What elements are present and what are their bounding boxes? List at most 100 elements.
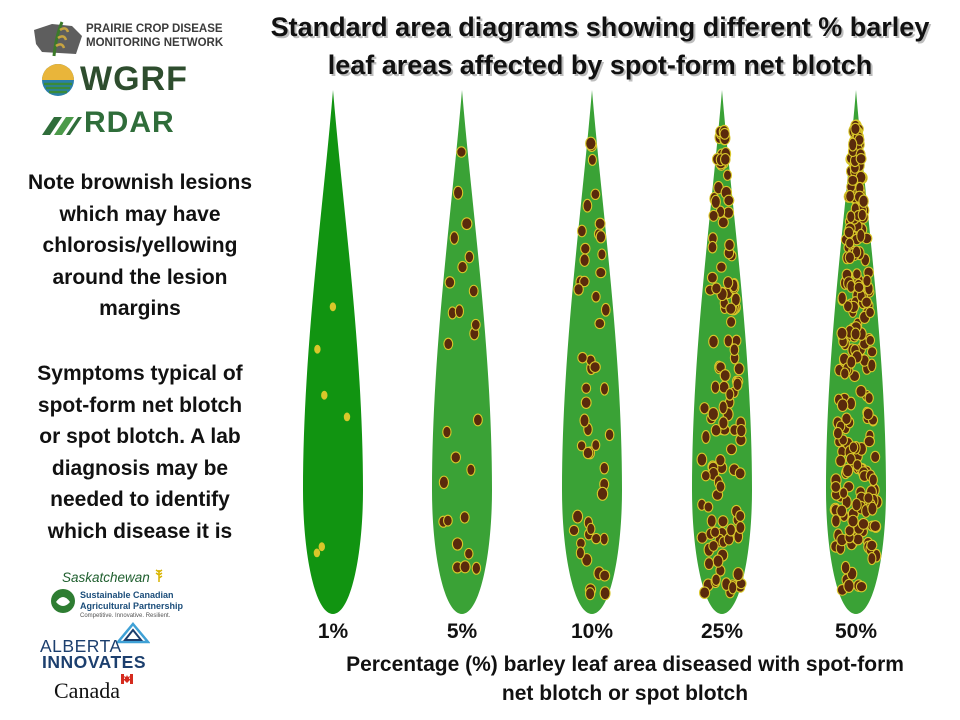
lesion: [858, 194, 869, 208]
lesion: [840, 367, 850, 380]
alberta-innovates-triangle-icon: [116, 622, 150, 644]
lesion: [572, 509, 584, 524]
lesion: [719, 153, 731, 166]
lesion: [591, 439, 601, 452]
lesion: [604, 428, 615, 442]
lesion: [723, 334, 734, 348]
wgrf-logo: WGRF: [40, 60, 220, 102]
lesion: [730, 292, 741, 307]
lesion: [452, 185, 464, 200]
lesion: [852, 268, 862, 280]
lesion: [853, 281, 865, 294]
lesion: [865, 306, 876, 319]
lesion: [715, 480, 726, 493]
lesion: [718, 416, 729, 430]
lesion: [832, 426, 843, 440]
note-lesions: Note brownish lesions which may have chl…: [27, 171, 253, 320]
leaf-5: [826, 90, 886, 614]
lesion: [867, 358, 877, 373]
lesion: [464, 547, 474, 560]
rdar-mark-icon: [42, 117, 82, 135]
lesion: [830, 480, 842, 493]
lesion: [594, 317, 606, 330]
lesion: [318, 542, 325, 552]
note-diagnosis: Symptoms typical of spot-form net blotch…: [37, 362, 243, 543]
pcdmn-logo: PRAIRIE CROP DISEASE MONITORING NETWORK: [32, 16, 232, 60]
lesion: [836, 326, 848, 340]
leaf-2: [432, 90, 492, 614]
rdar-logo: RDAR: [40, 106, 220, 146]
lesion: [586, 522, 596, 536]
lesion: [343, 412, 351, 422]
lesion: [599, 586, 611, 601]
lesion: [735, 510, 746, 522]
lesion: [573, 283, 584, 296]
lesion: [576, 440, 587, 452]
severity-label: 25%: [700, 620, 744, 643]
canada-text: Canada: [54, 678, 120, 703]
lesion: [855, 580, 868, 593]
lesion: [848, 441, 859, 454]
lesion: [866, 539, 878, 552]
lesion: [855, 384, 867, 398]
leaf-1: [303, 90, 363, 614]
rdar-text: RDAR: [84, 106, 175, 139]
lesion: [579, 413, 590, 428]
lesion: [449, 231, 460, 245]
lesion: [591, 532, 602, 545]
lesion: [470, 318, 481, 331]
lesion: [584, 587, 596, 601]
severity-label: 5%: [446, 620, 478, 643]
lesion: [599, 382, 610, 396]
lesion: [444, 276, 456, 289]
lesion: [857, 517, 870, 530]
lesion: [735, 521, 746, 534]
lesion: [313, 548, 321, 558]
lesion: [865, 334, 876, 346]
lesion: [863, 435, 876, 448]
lesion: [734, 467, 746, 480]
lesion: [717, 216, 729, 229]
lesion: [851, 497, 862, 512]
lesion: [700, 470, 711, 482]
lesion: [597, 248, 607, 261]
lesion: [856, 228, 866, 243]
lesion: [575, 546, 586, 560]
lesion: [841, 412, 852, 426]
lesion: [868, 473, 878, 487]
severity-label: 50%: [834, 620, 878, 643]
wheat-icon: [155, 569, 162, 582]
lesion: [579, 275, 590, 288]
lesion: [459, 560, 471, 574]
lesion: [857, 208, 867, 222]
lesion: [582, 198, 593, 213]
lesion: [701, 430, 711, 444]
alberta-innovates-line2: INNOVATES: [42, 652, 146, 672]
lesion: [831, 514, 841, 528]
lesion: [862, 274, 872, 287]
lesion: [845, 237, 855, 249]
lesion: [707, 240, 718, 254]
lesion: [866, 346, 878, 358]
lesion: [329, 302, 337, 312]
lesion: [845, 189, 855, 203]
lesion: [451, 537, 464, 551]
lesion: [842, 300, 853, 313]
lesion: [710, 380, 721, 394]
lesion: [438, 475, 450, 490]
lesion: [580, 396, 592, 409]
lesion: [864, 392, 874, 405]
lesion: [589, 361, 601, 374]
lesion: [595, 230, 607, 244]
lesion: [581, 553, 593, 567]
lesion: [852, 533, 864, 546]
leaf-blade: [303, 90, 363, 614]
lesion: [719, 127, 730, 140]
lesion: [843, 226, 855, 239]
lesion: [443, 514, 453, 527]
lesion: [599, 532, 609, 546]
lesion: [582, 446, 594, 460]
lesion: [725, 316, 737, 328]
lesion: [579, 253, 590, 267]
